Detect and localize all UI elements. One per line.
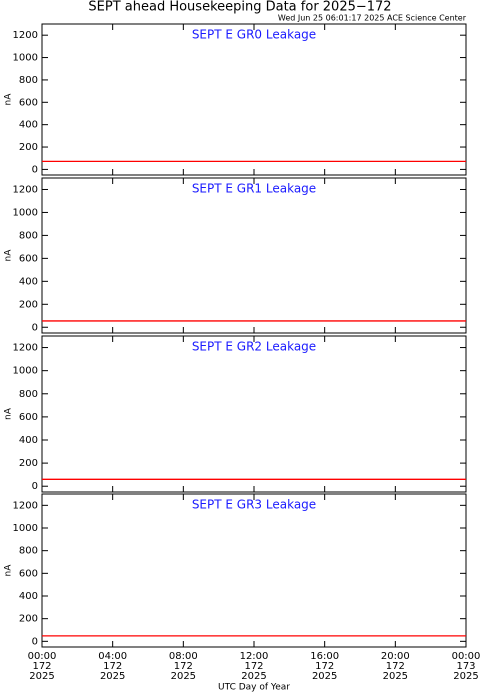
y-tick-label: 1200 xyxy=(13,30,38,41)
x-tick-year: 2025 xyxy=(383,671,408,682)
panel-title: SEPT E GR2 Leakage xyxy=(192,340,316,354)
x-tick-label: 12:00 xyxy=(240,651,269,662)
x-tick-day: 173 xyxy=(456,661,475,672)
y-tick-label: 1000 xyxy=(13,366,38,377)
panel-title: SEPT E GR1 Leakage xyxy=(192,182,316,196)
y-tick-label: 0 xyxy=(32,636,38,647)
y-tick-label: 0 xyxy=(32,322,38,333)
x-tick-year: 2025 xyxy=(100,671,125,682)
x-tick-label: 08:00 xyxy=(169,651,198,662)
plot-frame xyxy=(41,493,467,648)
page-title: SEPT ahead Housekeeping Data for 2025−17… xyxy=(88,0,391,15)
y-tick-label: 1000 xyxy=(13,523,38,534)
x-tick-label: 00:00 xyxy=(452,651,481,662)
x-tick-label: 04:00 xyxy=(98,651,127,662)
y-tick-label: 600 xyxy=(19,412,38,423)
x-tick-day: 172 xyxy=(32,661,51,672)
y-tick-label: 800 xyxy=(19,230,38,241)
x-tick-day: 172 xyxy=(244,661,263,672)
x-tick-label: 00:00 xyxy=(28,651,57,662)
y-tick-label: 800 xyxy=(19,75,38,86)
y-tick-label: 1200 xyxy=(13,500,38,511)
plot-frame xyxy=(41,177,467,334)
y-tick-label: 800 xyxy=(19,546,38,557)
y-tick-label: 600 xyxy=(19,253,38,264)
x-tick-day: 172 xyxy=(315,661,334,672)
y-tick-label: 600 xyxy=(19,568,38,579)
x-axis-label: UTC Day of Year xyxy=(218,683,290,693)
y-tick-label: 400 xyxy=(19,435,38,446)
y-tick-label: 1000 xyxy=(13,207,38,218)
y-axis-label: nA xyxy=(4,407,14,420)
y-tick-label: 400 xyxy=(19,276,38,287)
y-tick-label: 600 xyxy=(19,97,38,108)
y-tick-label: 400 xyxy=(19,120,38,131)
x-tick-year: 2025 xyxy=(453,671,478,682)
y-axis-label: nA xyxy=(4,564,14,577)
y-tick-label: 200 xyxy=(19,458,38,469)
y-tick-label: 800 xyxy=(19,389,38,400)
x-tick-year: 2025 xyxy=(312,671,337,682)
x-tick-year: 2025 xyxy=(241,671,266,682)
y-tick-label: 0 xyxy=(32,164,38,175)
y-tick-label: 1000 xyxy=(13,53,38,64)
y-axis-label: nA xyxy=(4,93,14,106)
x-tick-year: 2025 xyxy=(171,671,196,682)
subtitle: Wed Jun 25 06:01:17 2025 ACE Science Cen… xyxy=(278,14,467,23)
x-tick-year: 2025 xyxy=(29,671,54,682)
plot-frame xyxy=(41,23,467,176)
y-tick-label: 200 xyxy=(19,299,38,310)
x-tick-label: 20:00 xyxy=(381,651,410,662)
y-tick-label: 200 xyxy=(19,614,38,625)
y-tick-label: 0 xyxy=(32,481,38,492)
panel-title: SEPT E GR3 Leakage xyxy=(192,498,316,512)
x-tick-day: 172 xyxy=(174,661,193,672)
plot-frame xyxy=(41,335,467,493)
y-axis-label: nA xyxy=(4,249,14,262)
x-tick-label: 16:00 xyxy=(310,651,339,662)
y-tick-label: 1200 xyxy=(13,343,38,354)
x-tick-day: 172 xyxy=(103,661,122,672)
y-tick-label: 200 xyxy=(19,142,38,153)
panel-title: SEPT E GR0 Leakage xyxy=(192,28,316,42)
y-tick-label: 1200 xyxy=(13,184,38,195)
y-tick-label: 400 xyxy=(19,591,38,602)
x-tick-day: 172 xyxy=(386,661,405,672)
